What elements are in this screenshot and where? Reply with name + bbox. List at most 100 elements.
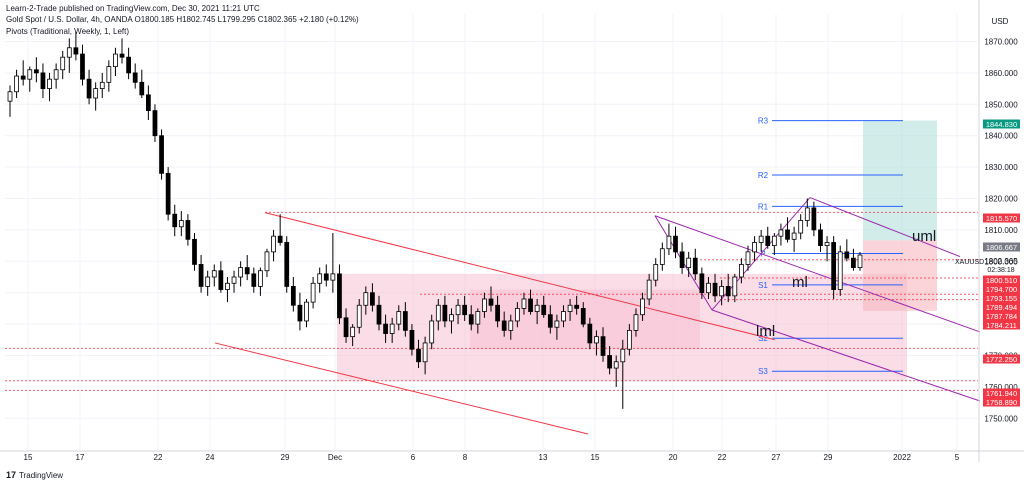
candle [561, 305, 566, 328]
price-badge-1758.890: 1758.890 [986, 398, 1017, 407]
candle [541, 295, 547, 318]
candle-body [7, 91, 13, 102]
currency-label[interactable]: USD [992, 17, 1009, 26]
candle [745, 245, 751, 271]
candle-body [422, 342, 428, 363]
pivots-indicator-label[interactable]: Pivots (Traditional, Weekly, 1, Left) [6, 27, 130, 36]
candle-body [14, 75, 19, 93]
candle-body [771, 235, 777, 246]
candle [686, 251, 692, 277]
candle [350, 324, 356, 347]
pitchfork-upper-median [809, 197, 961, 258]
candle-body [646, 279, 652, 300]
time-tick-label: 27 [772, 453, 781, 462]
candle-body [547, 314, 553, 328]
price-badge-1794.700: 1794.700 [986, 285, 1017, 294]
time-tick-label: 6 [411, 453, 416, 462]
candle-body [600, 336, 606, 356]
candle [14, 69, 19, 99]
candle [804, 198, 810, 227]
candle-body [350, 326, 356, 338]
candle [277, 214, 283, 246]
candle-body [211, 270, 217, 278]
pivot-label-s2: S2 [758, 334, 768, 343]
candle [758, 229, 764, 252]
candle [679, 242, 685, 274]
candle [692, 248, 698, 281]
candle [330, 233, 336, 293]
candle [297, 292, 303, 331]
candle-body [113, 53, 118, 68]
tradingview-footer[interactable]: 17 TradingView [6, 470, 63, 480]
candle [343, 308, 349, 343]
candle [290, 277, 296, 312]
candle [258, 267, 263, 296]
candle-body [231, 276, 237, 284]
candle-body [126, 56, 131, 74]
candle-body [225, 282, 230, 290]
pitchfork-median [654, 215, 981, 333]
candle-body [310, 282, 316, 303]
candle [857, 251, 863, 271]
candle [594, 330, 599, 356]
candle [725, 273, 731, 303]
candle-body [758, 235, 764, 243]
candle-body [383, 323, 388, 334]
candle-body [73, 47, 79, 55]
candle-body [554, 320, 560, 328]
candle [818, 223, 823, 252]
candle [225, 277, 230, 303]
candle [495, 295, 500, 328]
candle-body [238, 267, 243, 278]
candle-body [462, 304, 468, 316]
price-badge-bg [983, 320, 1020, 330]
candle [244, 255, 250, 281]
price-tick-label: 1870.000 [984, 38, 1018, 47]
price-badge-bg [983, 242, 1020, 252]
candle-body [633, 314, 639, 331]
time-tick-label: 29 [824, 453, 833, 462]
price-badge-1784.211: 1784.211 [986, 321, 1017, 330]
target-zone [863, 120, 937, 241]
candle-body [673, 235, 678, 253]
candle [218, 261, 224, 293]
price-tick-label: 1820.000 [984, 195, 1018, 204]
candle-body [851, 257, 856, 268]
candle-body [297, 304, 303, 322]
candle [185, 214, 191, 246]
candle-body [528, 298, 533, 312]
candle-body [145, 94, 151, 111]
price-tick-label: 1840.000 [984, 132, 1018, 141]
candle [699, 267, 705, 299]
candle-body [752, 242, 757, 253]
candle-body [521, 298, 527, 309]
candle [534, 298, 540, 325]
time-tick-label: 8 [463, 453, 468, 462]
pivot-label-s3: S3 [758, 367, 768, 376]
candle-body [811, 207, 817, 231]
candle [600, 327, 606, 362]
candle-body [218, 270, 224, 290]
price-tick-label: 1810.000 [984, 226, 1018, 235]
price-badge-bg [983, 284, 1020, 294]
candle [323, 264, 329, 287]
candle-body [66, 47, 72, 58]
candle [27, 66, 33, 92]
annotation-lml: lml [756, 323, 775, 340]
candle-body [561, 311, 566, 322]
candle-body [363, 292, 369, 306]
candle [429, 314, 435, 350]
candle-body [699, 273, 705, 294]
candle-body [323, 273, 329, 281]
price-badge-1844.830: 1844.830 [986, 120, 1017, 129]
candle-body [666, 235, 672, 250]
candle [284, 236, 290, 293]
candle [501, 311, 507, 337]
candle [811, 201, 817, 237]
candle [106, 60, 112, 92]
candle-body [449, 314, 454, 322]
candle-body [508, 320, 514, 331]
time-tick-label: 5 [955, 453, 960, 462]
candle-body [778, 229, 784, 237]
